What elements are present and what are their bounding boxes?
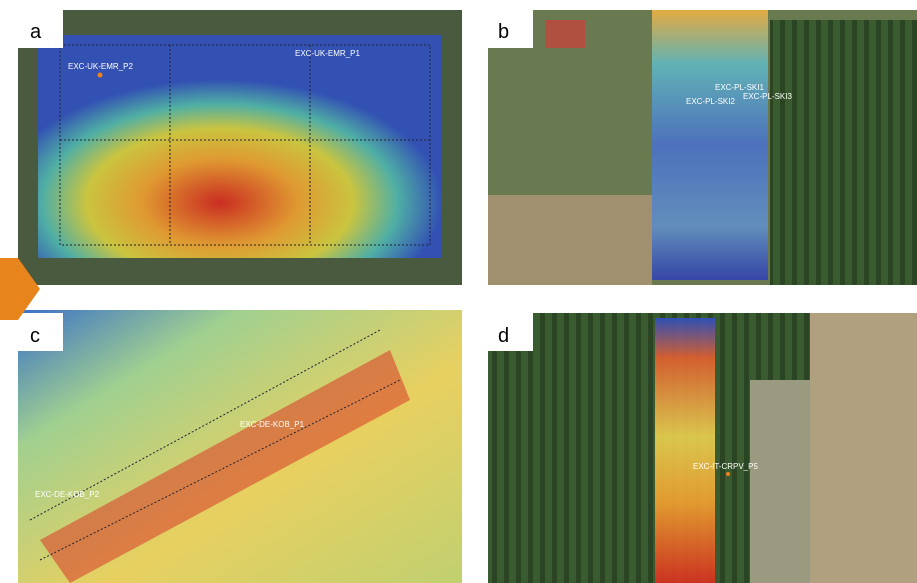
panel-a: EXC-UK-EMR_P2 EXC-UK-EMR_P1 a bbox=[18, 10, 462, 285]
orchard bbox=[770, 20, 917, 285]
panel-c: EXC-DE-KOB_P1 EXC-DE-KOB_P2 c bbox=[18, 310, 462, 583]
field bbox=[488, 195, 652, 285]
panel-label: d bbox=[498, 325, 509, 347]
site-label: EXC-PL-SKI3 bbox=[743, 92, 792, 101]
field bbox=[810, 313, 917, 583]
site-label: EXC-PL-SKI1 bbox=[715, 83, 764, 92]
site-label: EXC-PL-SKI2 bbox=[686, 97, 735, 106]
heatmap bbox=[652, 10, 768, 280]
roof bbox=[545, 20, 585, 48]
label-box bbox=[488, 10, 533, 48]
label-box bbox=[488, 313, 533, 351]
label-box bbox=[18, 313, 63, 351]
field bbox=[750, 380, 810, 583]
panel-label: a bbox=[30, 21, 42, 43]
panel-label: b bbox=[498, 21, 509, 43]
site-label: EXC-IT-CRPV_P5 bbox=[693, 462, 758, 471]
panel-b: EXC-PL-SKI1 EXC-PL-SKI2 EXC-PL-SKI3 b bbox=[488, 10, 917, 285]
figure: EXC-UK-EMR_P2 EXC-UK-EMR_P1 a EXC-PL-SKI… bbox=[0, 0, 917, 583]
site-label: EXC-DE-KOB_P1 bbox=[240, 420, 305, 429]
site-label: EXC-UK-EMR_P2 bbox=[68, 62, 133, 71]
site-marker bbox=[726, 472, 730, 476]
site-marker bbox=[98, 73, 103, 78]
site-label: EXC-DE-KOB_P2 bbox=[35, 490, 100, 499]
heatmap bbox=[655, 318, 715, 583]
site-label: EXC-UK-EMR_P1 bbox=[295, 49, 360, 58]
panel-d: EXC-IT-CRPV_P5 d bbox=[488, 313, 917, 583]
panel-label: c bbox=[30, 325, 40, 347]
